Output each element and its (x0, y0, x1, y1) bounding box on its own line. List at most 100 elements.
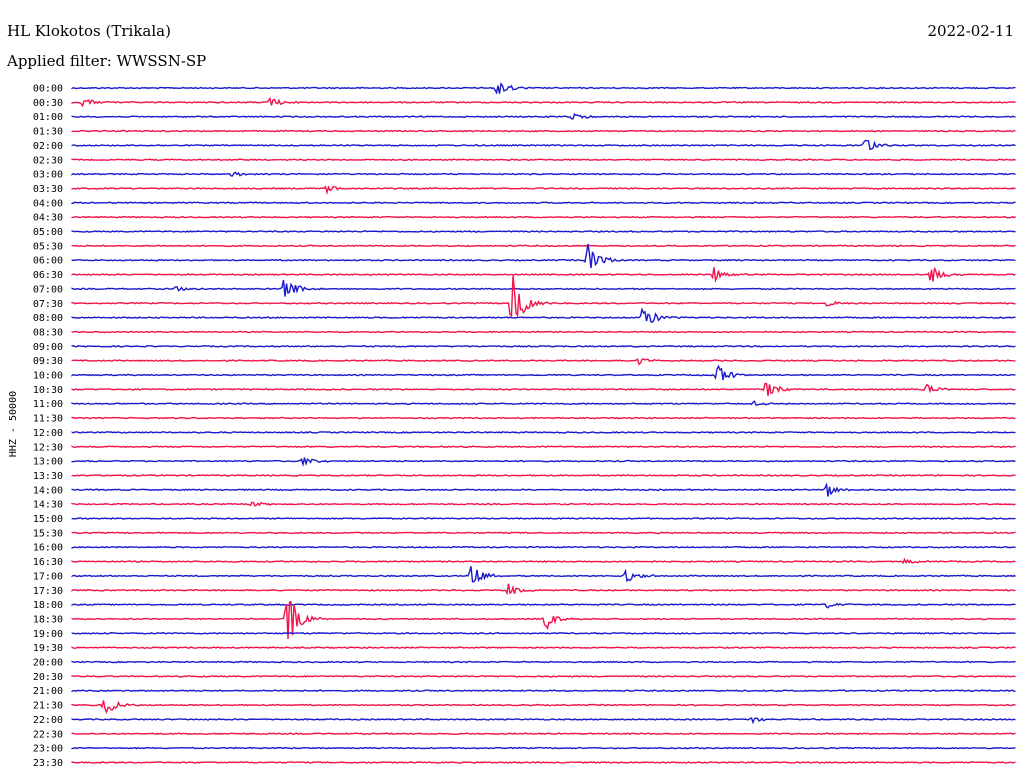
trace-1700 (71, 566, 1016, 583)
trace-0830 (71, 330, 1016, 334)
trace-1530 (71, 531, 1016, 535)
tick-label-0000: 00:00 (33, 84, 63, 95)
trace-0930 (71, 357, 1016, 366)
trace-1600 (71, 545, 1016, 549)
tick-label-2330: 23:30 (33, 758, 63, 769)
trace-1830 (71, 600, 1016, 640)
tick-label-1630: 16:30 (33, 557, 63, 568)
tick-label-0230: 02:30 (33, 155, 63, 166)
trace-1200 (71, 431, 1016, 434)
seismogram-traces (71, 82, 1016, 764)
tick-label-0630: 06:30 (33, 270, 63, 281)
trace-0500 (71, 230, 1016, 233)
trace-2100 (71, 689, 1016, 693)
tick-label-1530: 15:30 (33, 528, 63, 539)
trace-1900 (71, 631, 1016, 635)
tick-label-1300: 13:00 (33, 457, 63, 468)
trace-2130 (71, 700, 1016, 715)
trace-1000 (71, 364, 1016, 381)
trace-0330 (71, 185, 1016, 195)
tick-label-1500: 15:00 (33, 514, 63, 525)
tick-label-0130: 01:30 (33, 127, 63, 138)
trace-0730 (71, 275, 1016, 318)
trace-1300 (71, 457, 1016, 467)
tick-label-0600: 06:00 (33, 256, 63, 267)
tick-label-0430: 04:30 (33, 213, 63, 224)
tick-label-1030: 10:30 (33, 385, 63, 396)
trace-1630 (71, 557, 1016, 565)
trace-0400 (71, 201, 1016, 205)
tick-label-0830: 08:30 (33, 327, 63, 338)
trace-0200 (71, 139, 1016, 151)
trace-2330 (71, 761, 1016, 764)
trace-0630 (71, 267, 1016, 284)
tick-label-0730: 07:30 (33, 299, 63, 310)
tick-label-1230: 12:30 (33, 442, 63, 453)
time-tick-labels: 00:00 00:30 01:00 01:30 02:00 02:30 03:00 03:30… (33, 84, 63, 769)
tick-label-1430: 14:30 (33, 500, 63, 511)
tick-label-2100: 21:00 (33, 686, 63, 697)
tick-label-2230: 22:30 (33, 729, 63, 740)
tick-label-1930: 19:30 (33, 643, 63, 654)
trace-0300 (71, 171, 1016, 177)
trace-1400 (71, 482, 1016, 497)
trace-2030 (71, 674, 1016, 678)
filter-label: Applied filter: WWSSN-SP (6, 52, 206, 70)
tick-label-0300: 03:00 (33, 170, 63, 181)
trace-1230 (71, 445, 1016, 449)
tick-label-2200: 22:00 (33, 715, 63, 726)
tick-label-2030: 20:30 (33, 672, 63, 683)
trace-1730 (71, 583, 1016, 596)
tick-label-2000: 20:00 (33, 658, 63, 669)
tick-label-0530: 05:30 (33, 241, 63, 252)
trace-1100 (71, 400, 1016, 406)
tick-label-1400: 14:00 (33, 485, 63, 496)
tick-label-1800: 18:00 (33, 600, 63, 611)
trace-1800 (71, 602, 1016, 609)
tick-label-1600: 16:00 (33, 543, 63, 554)
trace-0030 (71, 96, 1016, 108)
trace-0900 (71, 344, 1016, 348)
trace-0530 (71, 244, 1016, 248)
trace-2300 (71, 746, 1016, 750)
tick-label-0500: 05:00 (33, 227, 63, 238)
trace-0800 (71, 306, 1016, 323)
tick-label-0800: 08:00 (33, 313, 63, 324)
trace-1430 (71, 501, 1016, 507)
trace-0000 (71, 82, 1016, 95)
tick-label-1330: 13:30 (33, 471, 63, 482)
trace-1130 (71, 416, 1016, 420)
trace-1500 (71, 517, 1016, 520)
tick-label-1900: 19:00 (33, 629, 63, 640)
station-title: HL Klokotos (Trikala) (7, 22, 171, 40)
trace-1330 (71, 474, 1016, 477)
trace-0600 (71, 243, 1016, 269)
tick-label-2130: 21:30 (33, 701, 63, 712)
tick-label-0330: 03:30 (33, 184, 63, 195)
tick-label-1130: 11:30 (33, 414, 63, 425)
trace-1930 (71, 646, 1016, 650)
tick-label-0930: 09:30 (33, 356, 63, 367)
record-date: 2022-02-11 (928, 22, 1014, 40)
trace-1030 (71, 382, 1016, 397)
tick-label-1100: 11:00 (33, 399, 63, 410)
tick-label-0400: 04:00 (33, 198, 63, 209)
tick-label-0700: 07:00 (33, 284, 63, 295)
tick-label-1830: 18:30 (33, 614, 63, 625)
y-axis-label: HHZ - 50000 (8, 391, 19, 457)
trace-0100 (71, 113, 1016, 120)
tick-label-1700: 17:00 (33, 571, 63, 582)
tick-label-1730: 17:30 (33, 586, 63, 597)
trace-0700 (71, 279, 1016, 297)
tick-label-2300: 23:00 (33, 744, 63, 755)
trace-0130 (71, 129, 1016, 133)
trace-2000 (71, 660, 1016, 664)
trace-0430 (71, 215, 1016, 219)
tick-label-0030: 00:30 (33, 98, 63, 109)
trace-0230 (71, 158, 1016, 162)
tick-label-0100: 01:00 (33, 112, 63, 123)
tick-label-1200: 12:00 (33, 428, 63, 439)
tick-label-0200: 02:00 (33, 141, 63, 152)
tick-label-1000: 10:00 (33, 371, 63, 382)
